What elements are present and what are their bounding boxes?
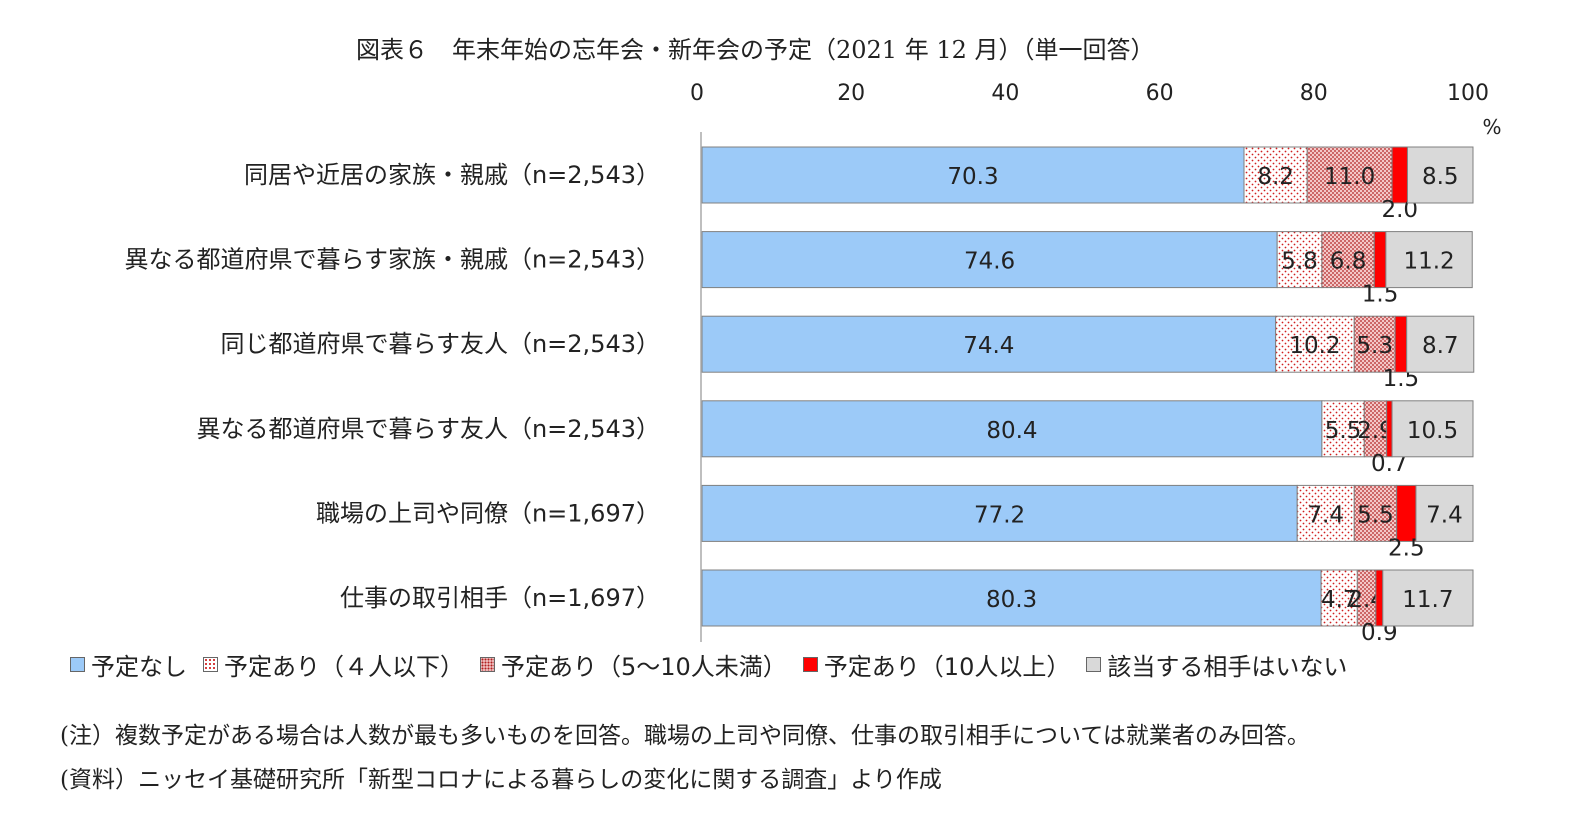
x-tick-label: 100 [1447, 81, 1489, 106]
legend-label: 該当する相手はいない [1107, 652, 1348, 681]
bar-segment [701, 146, 1245, 204]
category-label: 仕事の取引相手（n=1,697） [340, 584, 660, 612]
bar-segment [1406, 315, 1475, 373]
data-label: 5.8 [1281, 249, 1318, 275]
bar-segment [1386, 400, 1393, 458]
chart-notes: (注）複数予定がある場合は人数が最も多いものを回答。職場の上司や同僚、仕事の取引… [60, 714, 1310, 802]
bar-segment [1394, 315, 1408, 373]
category-label: 同じ都道府県で暮らす友人（n=2,543） [220, 330, 660, 358]
data-label: 74.4 [963, 333, 1014, 359]
legend-swatch [480, 656, 495, 672]
x-tick-label: 60 [1146, 81, 1174, 106]
chart-legend: 予定なし 予定あり（４人以下） 予定あり（5～10人未満） 予定あり（10人以上） 該当… [70, 647, 1550, 682]
legend-swatch [203, 656, 218, 672]
category-label: 異なる都道府県で暮らす家族・親戚（n=2,543） [124, 246, 660, 274]
data-label: 4.7 [1321, 587, 1358, 613]
x-axis-unit: % [1482, 115, 1501, 139]
category-label: 異なる都道府県で暮らす友人（n=2,543） [196, 415, 660, 443]
data-label: 5.3 [1356, 333, 1393, 359]
bar-segment [1321, 400, 1365, 458]
data-label: 80.3 [986, 587, 1037, 613]
bar-segment [1373, 231, 1387, 289]
bar-segment [1275, 315, 1355, 373]
data-label: 8.2 [1257, 164, 1294, 190]
note-line-2: (資料）ニッセイ基礎研究所「新型コロナによる暮らしの変化に関する調査」より作成 [60, 767, 942, 793]
bar-segment [1391, 400, 1474, 458]
bar-segment [701, 400, 1323, 458]
x-tick-label: 20 [837, 81, 865, 106]
bar-segment [1385, 231, 1473, 289]
data-label: 7.4 [1307, 502, 1344, 528]
data-label: 5.5 [1325, 418, 1362, 444]
bar-segment [701, 231, 1278, 289]
legend-label: 予定あり（5～10人未満） [501, 652, 787, 681]
bar-segment [1276, 231, 1323, 289]
x-tick-label: 80 [1300, 81, 1328, 106]
bar-segment [1406, 146, 1474, 204]
bar-segment [1353, 315, 1396, 373]
note-line-1: (注）複数予定がある場合は人数が最も多いものを回答。職場の上司や同僚、仕事の取引… [60, 723, 1310, 749]
bar-segment [1243, 146, 1308, 204]
bar-segment [701, 315, 1277, 373]
chart-title: 図表６ 年末年始の忘年会・新年会の予定（2021 年 12 月）（単一回答） [356, 36, 1155, 64]
bar-segment [701, 484, 1298, 542]
x-tick-label: 0 [690, 81, 704, 106]
data-label: 5.5 [1357, 502, 1394, 528]
data-label: 10.2 [1289, 333, 1340, 359]
legend-item: 該当する相手はいない [1086, 647, 1347, 682]
bar-segment [1306, 146, 1393, 204]
data-label: 11.0 [1324, 164, 1375, 190]
bar-segment [1415, 484, 1474, 542]
data-label: 8.5 [1422, 164, 1459, 190]
bar-segment [1391, 146, 1408, 204]
legend-swatch [70, 656, 85, 672]
legend-item: 予定あり（10人以上） [802, 647, 1071, 682]
data-label: 10.5 [1407, 418, 1458, 444]
legend-label: 予定なし [91, 652, 187, 681]
data-label: 70.3 [947, 164, 998, 190]
data-label: 7.4 [1426, 502, 1463, 528]
bar-segment [701, 569, 1322, 627]
bar-segment [1320, 569, 1358, 627]
legend-swatch [802, 656, 818, 672]
bar-segment [1396, 484, 1417, 542]
category-label: 同居や近居の家族・親戚（n=2,543） [244, 161, 660, 189]
data-label: 8.7 [1422, 333, 1459, 359]
data-label: 74.6 [964, 249, 1015, 275]
bar-segment [1353, 484, 1398, 542]
legend-item: 予定あり（４人以下） [203, 647, 464, 682]
bar-segment [1382, 569, 1474, 627]
legend-swatch [1086, 656, 1102, 672]
x-tick-label: 40 [991, 81, 1019, 106]
legend-label: 予定あり（10人以上） [823, 652, 1071, 681]
category-label: 職場の上司や同僚（n=1,697） [316, 499, 660, 527]
legend-label: 予定あり（４人以下） [224, 652, 464, 681]
data-label: 11.7 [1402, 587, 1453, 613]
legend-item: 予定なし [70, 647, 187, 682]
legend-item: 予定あり（5～10人未満） [480, 647, 787, 682]
bar-segment [1375, 569, 1384, 627]
data-label: 77.2 [974, 502, 1025, 528]
data-label: 6.8 [1330, 249, 1367, 275]
data-label: 80.4 [986, 418, 1037, 444]
data-label: 11.2 [1403, 249, 1454, 275]
